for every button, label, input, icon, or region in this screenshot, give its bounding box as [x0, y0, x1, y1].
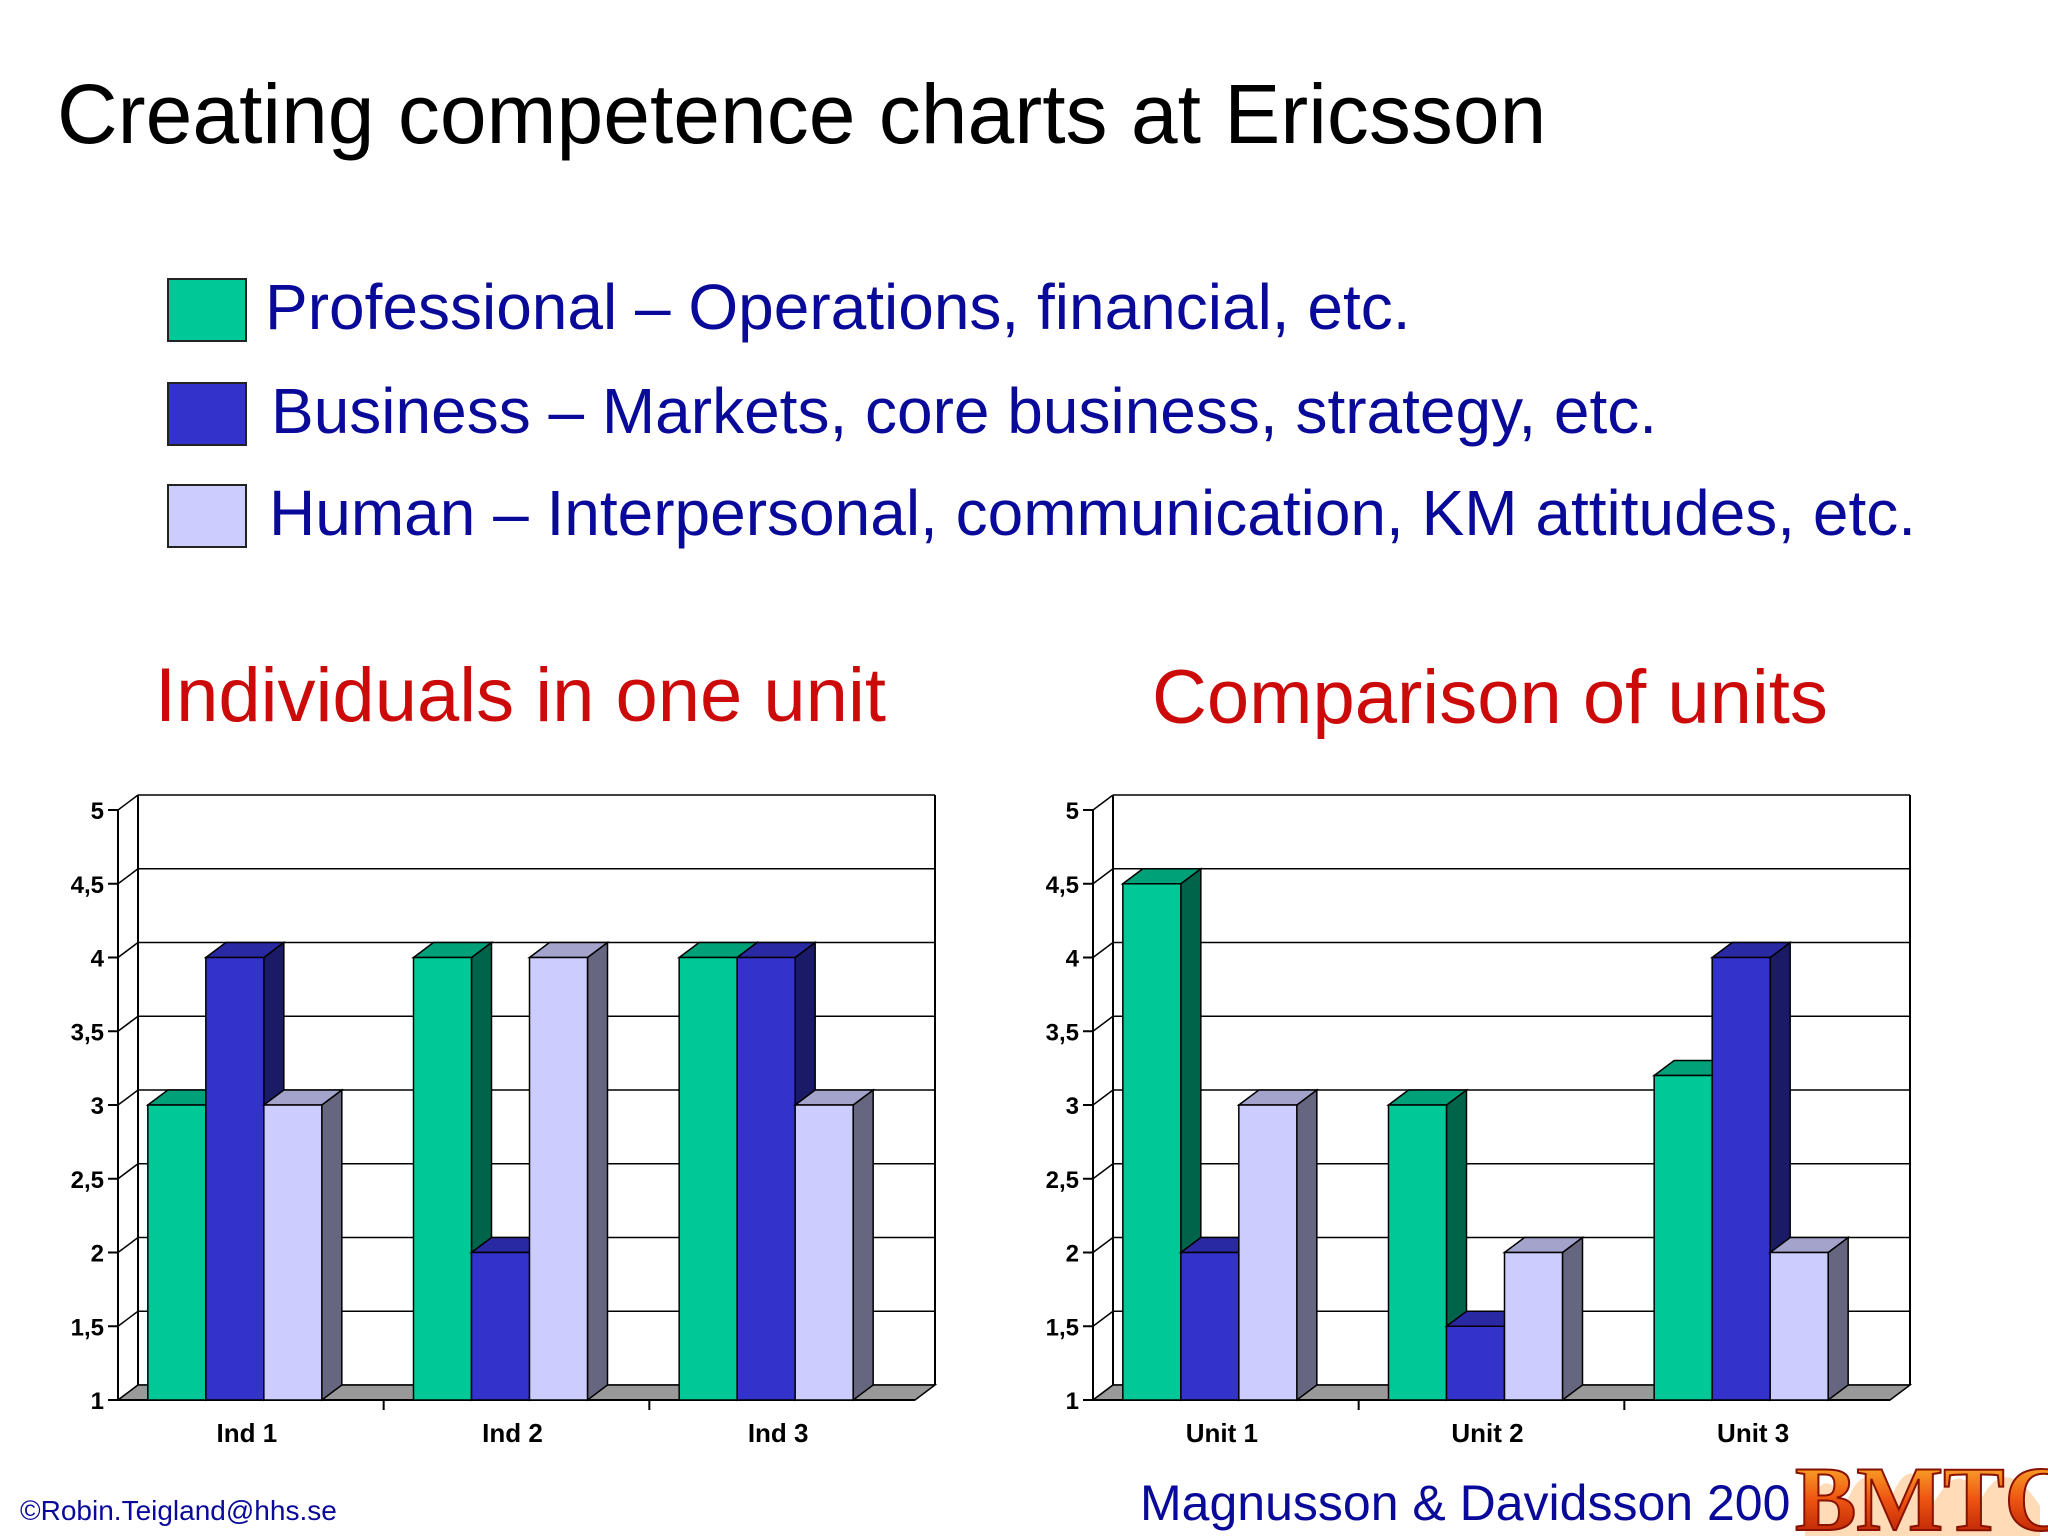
chart-title-individuals: Individuals in one unit	[155, 653, 886, 738]
x-tick-label: Ind 1	[216, 1418, 277, 1448]
bar-front	[736, 956, 796, 1401]
y-tick-label: 4,5	[1046, 872, 1079, 899]
bar-human-ind-1	[261, 1088, 345, 1402]
gridline-side	[117, 1015, 139, 1032]
bar-side	[1827, 1236, 1849, 1402]
copyright-footer: ©Robin.Teigland@hhs.se	[20, 1495, 337, 1526]
gridline-side	[1092, 1310, 1114, 1327]
bar-front	[1238, 1104, 1298, 1401]
y-tick-label: 1,5	[71, 1314, 104, 1341]
gridline-side	[1092, 1015, 1114, 1032]
legend-label-professional: Professional – Operations, financial, et…	[265, 271, 1411, 343]
bar-front	[794, 1104, 854, 1401]
gridline-side	[117, 1310, 139, 1327]
bar-human-ind-2	[527, 941, 610, 1402]
chart-individuals: 1 1,5 2 2,5 3 3,5 4 4,5 5 Ind 1 Ind 2 Ind 3	[71, 794, 938, 1448]
bar-front	[263, 1104, 323, 1401]
y-tick-label: 5	[1066, 798, 1079, 825]
bar-front	[678, 956, 738, 1401]
gridline-side	[117, 868, 139, 885]
bar-front	[1122, 883, 1182, 1401]
y-tick-label: 4,5	[71, 872, 104, 899]
legend-swatch-professional	[167, 278, 247, 342]
bar-side	[1296, 1088, 1318, 1402]
chart-title-units: Comparison of units	[1152, 655, 1828, 740]
x-tick-label: Unit 2	[1451, 1418, 1523, 1448]
y-tick-label: 2	[1066, 1241, 1079, 1268]
y-tick-label: 2,5	[1046, 1167, 1079, 1194]
y-tick-label: 1	[1066, 1388, 1079, 1415]
bmtc-logo: BMTC	[1795, 1447, 2048, 1536]
gridline-side	[1092, 794, 1114, 811]
gridline-side	[117, 1236, 139, 1254]
chart-units: 1 1,5 2 2,5 3 3,5 4 4,5 5 Unit 1 Unit 2 Unit 3	[1046, 794, 1913, 1448]
legend-swatch-human	[167, 484, 247, 548]
gridline-side	[117, 941, 139, 959]
gridline-side	[117, 1089, 139, 1106]
x-tick-label: Ind 3	[748, 1418, 809, 1448]
slide-title: Creating competence charts at Ericsson	[57, 67, 1547, 161]
bar-front	[1503, 1251, 1564, 1401]
gridline-side	[117, 794, 139, 811]
citation-footer: Magnusson & Davidsson 200	[1140, 1475, 1791, 1531]
legend-swatch-business	[167, 382, 247, 446]
bar-front	[1387, 1104, 1448, 1401]
gridline-side	[1092, 1089, 1114, 1106]
bar-front	[1445, 1325, 1506, 1401]
y-tick-label: 2	[91, 1241, 104, 1268]
bar-front	[147, 1104, 207, 1401]
y-tick-label: 5	[91, 798, 104, 825]
y-tick-label: 4	[1066, 946, 1080, 973]
x-tick-label: Unit 3	[1717, 1418, 1789, 1448]
legend-label-business: Business – Markets, core business, strat…	[271, 375, 1658, 447]
y-tick-label: 3,5	[1046, 1019, 1079, 1046]
bar-side	[321, 1088, 343, 1402]
bar-human-unit-3	[1767, 1236, 1851, 1402]
bar-side	[586, 941, 609, 1402]
y-tick-label: 1,5	[1046, 1314, 1079, 1341]
y-tick-label: 3	[1066, 1093, 1079, 1120]
gridline-side	[1092, 868, 1114, 885]
bar-front	[528, 956, 589, 1401]
gridline-side	[1092, 941, 1114, 959]
bar-front	[205, 956, 265, 1401]
gridline-side	[117, 1163, 139, 1180]
logo-text: BMTC	[1795, 1448, 2048, 1536]
bar-front	[1711, 956, 1771, 1401]
bar-side	[852, 1088, 874, 1402]
y-tick-label: 3,5	[71, 1019, 104, 1046]
x-tick-label: Unit 1	[1186, 1418, 1258, 1448]
bar-front	[412, 956, 473, 1401]
x-tick-label: Ind 2	[482, 1418, 543, 1448]
y-tick-label: 3	[91, 1093, 104, 1120]
bar-human-unit-2	[1502, 1236, 1585, 1402]
y-tick-label: 2,5	[71, 1167, 104, 1194]
y-tick-label: 4	[91, 946, 105, 973]
bar-front	[1653, 1074, 1713, 1401]
gridline-side	[1092, 1163, 1114, 1180]
bar-side	[1561, 1236, 1584, 1402]
bar-front	[1180, 1251, 1240, 1401]
bar-front	[1769, 1251, 1829, 1401]
bar-front	[470, 1251, 531, 1401]
gridline-side	[1092, 1236, 1114, 1254]
y-tick-label: 1	[91, 1388, 104, 1415]
legend-label-human: Human – Interpersonal, communication, KM…	[269, 477, 1916, 549]
bar-human-unit-1	[1236, 1088, 1320, 1402]
bar-human-ind-3	[792, 1088, 876, 1402]
